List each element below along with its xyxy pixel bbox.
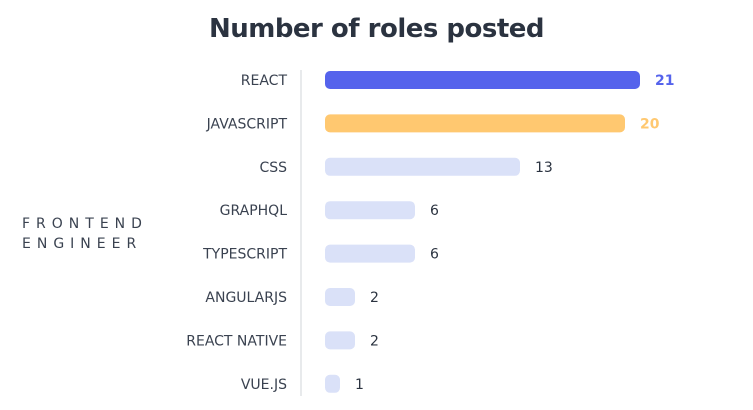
category-label: TYPESCRIPT bbox=[202, 247, 287, 263]
chart-title: Number of roles posted bbox=[208, 14, 545, 44]
value-label: 1 bbox=[355, 377, 364, 393]
category-label: CSS bbox=[259, 160, 287, 176]
group-label-line-2: ENGINEER bbox=[22, 236, 143, 252]
value-label: 2 bbox=[370, 333, 379, 349]
category-label: VUE.JS bbox=[241, 377, 287, 393]
category-label: REACT NATIVE bbox=[186, 333, 287, 349]
bar-javascript bbox=[325, 114, 625, 133]
bar-css bbox=[325, 157, 520, 176]
category-label: REACT bbox=[241, 73, 288, 89]
value-label: 20 bbox=[640, 116, 660, 132]
value-label: 2 bbox=[370, 290, 379, 306]
bar-react-native bbox=[325, 331, 355, 350]
bar-react bbox=[325, 71, 640, 89]
category-label: GRAPHQL bbox=[220, 203, 288, 219]
bar-angularjs bbox=[325, 288, 355, 306]
bar-vue-js bbox=[325, 374, 340, 393]
group-label: FRONTEND ENGINEER bbox=[22, 214, 148, 254]
bar-typescript bbox=[325, 244, 415, 263]
group-label-line-1: FRONTEND bbox=[22, 216, 148, 232]
value-label: 21 bbox=[655, 73, 674, 89]
value-label: 6 bbox=[430, 247, 439, 263]
bar-graphql bbox=[325, 201, 415, 220]
category-label: ANGULARJS bbox=[205, 290, 287, 306]
value-label: 6 bbox=[430, 203, 439, 219]
category-label: JAVASCRIPT bbox=[206, 116, 288, 132]
value-label: 13 bbox=[535, 160, 553, 176]
